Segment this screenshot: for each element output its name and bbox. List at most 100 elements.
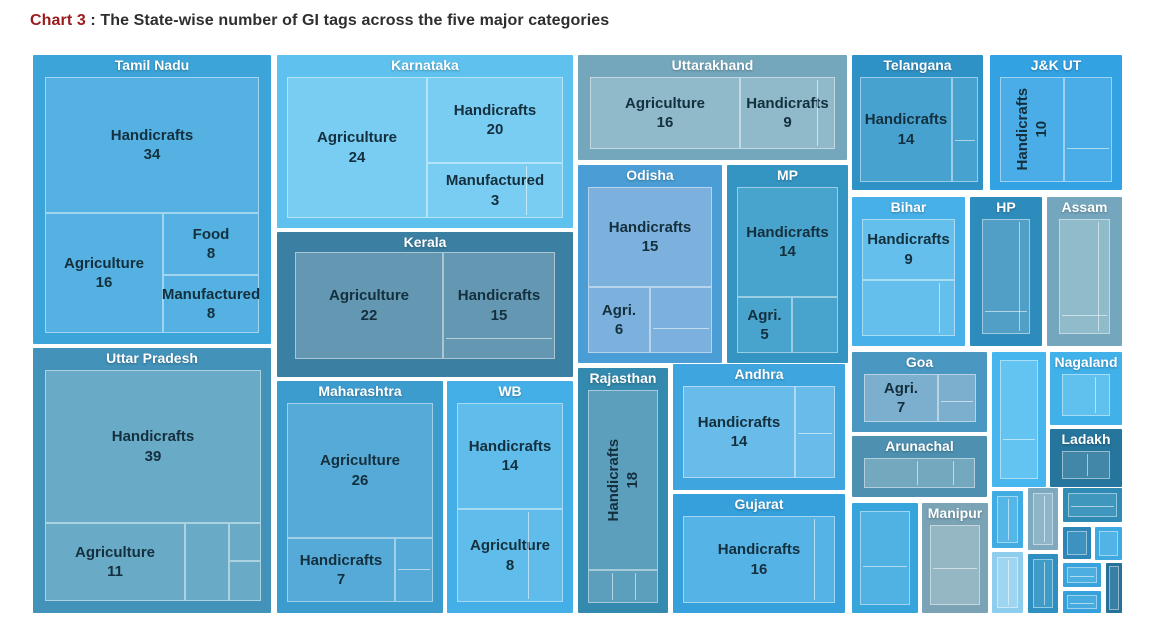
cell-text: Handicrafts 39 — [111, 428, 195, 465]
cell-divider — [939, 283, 940, 333]
cell-divider — [917, 461, 918, 485]
state-unlabeled-block — [992, 352, 1046, 487]
cell-text: Handicrafts 34 — [110, 126, 194, 163]
state-label: HP — [996, 199, 1016, 215]
state-maharashtra: Maharashtra Agriculture 26 Handicrafts 7 — [277, 381, 443, 613]
state-j-k-ut: J&K UT Handicrafts 10 — [990, 55, 1122, 190]
state-unlabeled-block — [852, 503, 918, 613]
state-label: MP — [777, 167, 798, 183]
cell-block-unlabeled — [860, 511, 910, 605]
cell-text: Handicrafts 15 — [457, 287, 541, 324]
state-label: Gujarat — [734, 496, 784, 512]
state-unlabeled-block — [992, 552, 1023, 613]
state-goa: Goa Agri. 7 — [852, 352, 987, 432]
state-unlabeled-block — [1106, 563, 1122, 613]
cell-uttar-pradesh-unlabeled — [229, 523, 261, 561]
state-unlabeled-block — [1028, 488, 1058, 550]
cell-telangana-handicrafts: Handicrafts 14 — [860, 77, 952, 182]
state-arunachal: Arunachal — [852, 436, 987, 497]
cell-divider — [1087, 454, 1088, 476]
cell-maharashtra-unlabeled — [395, 538, 433, 602]
state-telangana: Telangana Handicrafts 14 — [852, 55, 983, 190]
cell-uttarakhand-agriculture: Agriculture 16 — [590, 77, 740, 149]
chart-title-prefix: Chart 3 — [30, 12, 86, 29]
cell-divider — [953, 461, 954, 485]
cell-divider — [798, 433, 832, 434]
cell-andhra-handicrafts: Handicrafts 14 — [683, 386, 795, 478]
state-unlabeled-block — [992, 491, 1023, 548]
cell-text: Handicrafts 14 — [746, 223, 829, 260]
cell-divider — [612, 573, 613, 600]
cell-text: Agriculture 16 — [63, 254, 144, 291]
state-assam: Assam — [1047, 197, 1122, 346]
cell-divider — [814, 519, 815, 600]
cell-divider — [1044, 562, 1045, 605]
cell-divider — [1008, 499, 1009, 540]
cell-divider — [1008, 560, 1009, 605]
cell-text: Manufactured 8 — [161, 285, 261, 322]
cell-block-unlabeled — [1033, 559, 1053, 608]
cell-text: Handicrafts 9 — [746, 94, 829, 131]
cell-mp-handicrafts: Handicrafts 14 — [737, 187, 838, 297]
cell-divider — [1070, 576, 1094, 577]
cell-block-unlabeled — [997, 496, 1018, 543]
cell-block-unlabeled — [997, 557, 1018, 608]
cell-uttar-pradesh-unlabeled — [229, 561, 261, 601]
cell-divider — [1070, 603, 1094, 604]
state-unlabeled-block — [1063, 563, 1101, 587]
cell-maharashtra-agriculture: Agriculture 26 — [287, 403, 433, 538]
state-kerala: Kerala Agriculture 22 Handicrafts 15 — [277, 232, 573, 377]
cell-andhra-unlabeled — [795, 386, 835, 478]
cell-odisha-agri: Agri. 6 — [588, 287, 650, 353]
state-label: WB — [498, 383, 522, 399]
cell-text: Agriculture 16 — [624, 94, 705, 131]
state-unlabeled-block — [1063, 591, 1101, 613]
cell-text: Agriculture 11 — [74, 543, 155, 580]
state-bihar: Bihar Handicrafts 9 — [852, 197, 965, 346]
treemap: Tamil Nadu Handicrafts 34 Agriculture 16 Food… — [30, 52, 1124, 613]
state-mp: MP Handicrafts 14 Agri. 5 — [727, 165, 848, 363]
cell-j-k-ut-handicrafts: Handicrafts 10 — [1000, 77, 1064, 182]
cell-text: Handicrafts 18 — [604, 438, 641, 522]
state-label: Telangana — [883, 57, 952, 73]
state-label: Uttar Pradesh — [106, 350, 198, 366]
state-nagaland: Nagaland — [1050, 352, 1122, 425]
cell-divider — [1044, 496, 1045, 542]
cell-manipur-unlabeled — [930, 525, 980, 605]
cell-text: Handicrafts 20 — [453, 101, 537, 138]
cell-divider — [398, 569, 430, 570]
cell-divider — [635, 573, 636, 600]
cell-maharashtra-handicrafts: Handicrafts 7 — [287, 538, 395, 602]
cell-text: Agriculture 26 — [319, 452, 400, 489]
cell-rajasthan-handicrafts: Handicrafts 18 — [588, 390, 658, 570]
state-rajasthan: Rajasthan Handicrafts 18 — [578, 368, 668, 613]
cell-bihar-handicrafts: Handicrafts 9 — [862, 219, 955, 280]
cell-divider — [933, 568, 977, 569]
state-unlabeled-block — [1063, 527, 1091, 559]
cell-tamil-nadu-food: Food 8 — [163, 213, 259, 275]
state-unlabeled-block — [1095, 527, 1122, 560]
state-odisha: Odisha Handicrafts 15 Agri. 6 — [578, 165, 722, 363]
cell-text: Agri. 7 — [883, 379, 919, 416]
state-label: Rajasthan — [589, 370, 657, 386]
cell-text: Handicrafts 16 — [717, 541, 801, 578]
cell-text: Manufactured 3 — [445, 172, 545, 209]
chart-title-separator: : — [85, 12, 101, 29]
cell-kerala-agriculture: Agriculture 22 — [295, 252, 443, 359]
cell-uttar-pradesh-agriculture: Agriculture 11 — [45, 523, 185, 601]
cell-divider — [446, 338, 552, 339]
cell-karnataka-agriculture: Agriculture 24 — [287, 77, 427, 218]
cell-uttar-pradesh-unlabeled — [185, 523, 229, 601]
state-manipur: Manipur — [922, 503, 988, 613]
cell-gujarat-handicrafts: Handicrafts 16 — [683, 516, 835, 603]
cell-divider — [1062, 315, 1107, 316]
cell-bihar-unlabeled — [862, 280, 955, 336]
cell-block-unlabeled — [1067, 595, 1097, 609]
cell-mp-unlabeled — [792, 297, 838, 353]
cell-block-unlabeled — [1067, 531, 1087, 555]
cell-text: Agriculture 22 — [328, 287, 409, 324]
state-andhra: Andhra Handicrafts 14 — [673, 364, 845, 490]
state-uttarakhand: Uttarakhand Agriculture 16 Handicrafts 9 — [578, 55, 847, 160]
cell-ladakh-unlabeled — [1062, 451, 1110, 479]
state-wb: WB Handicrafts 14 Agriculture 8 — [447, 381, 573, 613]
